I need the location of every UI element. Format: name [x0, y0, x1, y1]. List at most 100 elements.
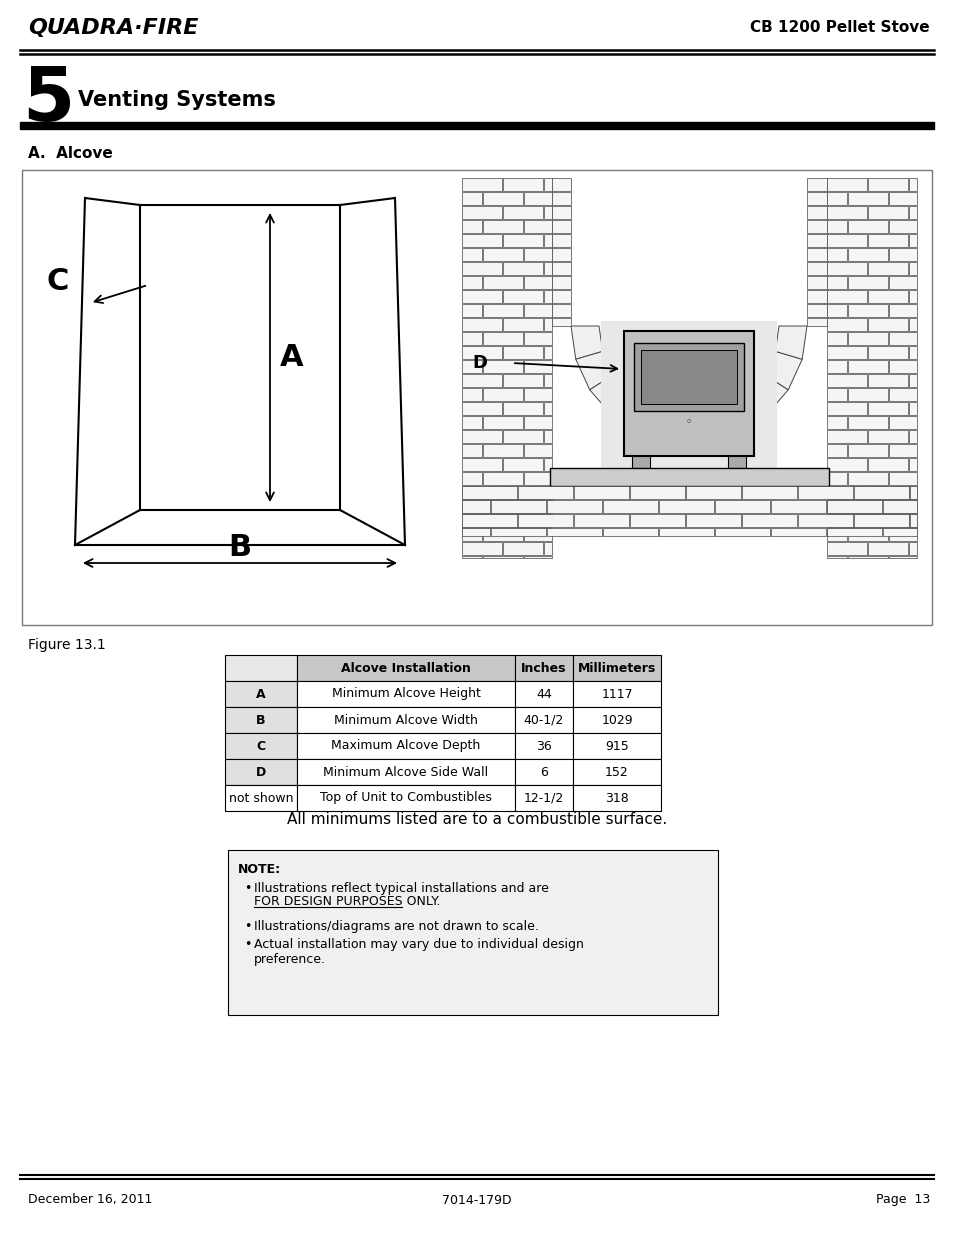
Bar — [523, 191, 552, 205]
Bar — [225, 706, 296, 734]
Bar — [543, 374, 552, 387]
Text: 7014-179D: 7014-179D — [442, 1193, 511, 1207]
Bar — [867, 430, 907, 443]
Text: not shown: not shown — [229, 792, 293, 804]
Bar — [847, 304, 887, 317]
Bar — [502, 487, 542, 499]
Text: •: • — [244, 920, 251, 932]
Bar — [543, 233, 552, 247]
Bar — [482, 359, 522, 373]
Bar — [908, 458, 916, 471]
Bar — [826, 556, 846, 558]
Bar — [296, 706, 515, 734]
Bar — [806, 191, 826, 205]
Polygon shape — [611, 394, 651, 433]
Bar — [908, 262, 916, 275]
Bar — [888, 556, 916, 558]
Bar — [573, 655, 660, 680]
Bar — [523, 500, 552, 513]
Bar — [867, 317, 907, 331]
Bar — [552, 262, 571, 275]
Bar — [888, 445, 916, 457]
Bar — [552, 178, 571, 191]
Bar — [543, 346, 552, 359]
Bar — [461, 403, 501, 415]
Text: December 16, 2011: December 16, 2011 — [28, 1193, 152, 1207]
Bar — [573, 706, 660, 734]
Bar — [888, 500, 916, 513]
Bar — [574, 487, 628, 499]
Bar — [909, 514, 916, 527]
Bar — [523, 472, 552, 485]
Bar — [623, 331, 753, 456]
Text: D: D — [255, 766, 266, 778]
Bar — [552, 191, 571, 205]
Bar — [634, 343, 743, 411]
Bar — [847, 416, 887, 429]
Text: •: • — [244, 882, 251, 895]
Bar — [806, 248, 826, 261]
Bar — [296, 734, 515, 760]
Bar — [461, 458, 501, 471]
Bar — [543, 403, 552, 415]
Bar — [847, 529, 887, 541]
Bar — [461, 514, 517, 527]
Bar — [461, 529, 490, 536]
Text: A: A — [256, 688, 266, 700]
Bar — [523, 359, 552, 373]
Bar — [640, 350, 737, 404]
Bar — [826, 430, 866, 443]
Bar — [461, 290, 501, 303]
Text: Illustrations/diagrams are not drawn to scale.: Illustrations/diagrams are not drawn to … — [253, 920, 538, 932]
Bar — [806, 233, 826, 247]
Bar — [867, 403, 907, 415]
Bar — [867, 542, 907, 555]
Bar — [523, 388, 552, 401]
Bar — [847, 500, 887, 513]
Bar — [461, 374, 501, 387]
Bar — [502, 206, 542, 219]
Bar — [908, 346, 916, 359]
Bar — [806, 206, 826, 219]
Bar — [847, 220, 887, 233]
Bar — [482, 220, 522, 233]
Bar — [502, 262, 542, 275]
Polygon shape — [639, 408, 676, 443]
Bar — [826, 206, 866, 219]
Bar — [550, 468, 828, 487]
Bar — [461, 262, 501, 275]
Bar — [888, 275, 916, 289]
Bar — [847, 445, 887, 457]
Bar — [908, 514, 916, 527]
Bar — [461, 430, 501, 443]
Bar — [461, 359, 481, 373]
Bar — [882, 500, 916, 513]
Bar — [515, 734, 573, 760]
Bar — [826, 275, 846, 289]
Bar — [482, 445, 522, 457]
Bar — [546, 500, 601, 513]
Bar — [523, 332, 552, 345]
Polygon shape — [672, 415, 705, 443]
Bar — [826, 487, 866, 499]
Bar — [296, 655, 515, 680]
Bar — [552, 233, 571, 247]
Text: Minimum Alcove Width: Minimum Alcove Width — [334, 714, 477, 726]
Bar — [826, 374, 866, 387]
Bar — [543, 458, 552, 471]
Bar — [867, 233, 907, 247]
Bar — [826, 458, 866, 471]
Bar — [523, 416, 552, 429]
Bar — [461, 416, 481, 429]
Bar — [22, 170, 931, 625]
Text: Top of Unit to Combustibles: Top of Unit to Combustibles — [319, 792, 492, 804]
Bar — [888, 359, 916, 373]
Bar — [502, 346, 542, 359]
Bar — [482, 304, 522, 317]
Bar — [909, 487, 916, 499]
Text: NOTE:: NOTE: — [237, 863, 281, 876]
Text: •: • — [244, 939, 251, 951]
Text: 44: 44 — [536, 688, 551, 700]
Polygon shape — [701, 408, 738, 443]
Bar — [461, 220, 481, 233]
